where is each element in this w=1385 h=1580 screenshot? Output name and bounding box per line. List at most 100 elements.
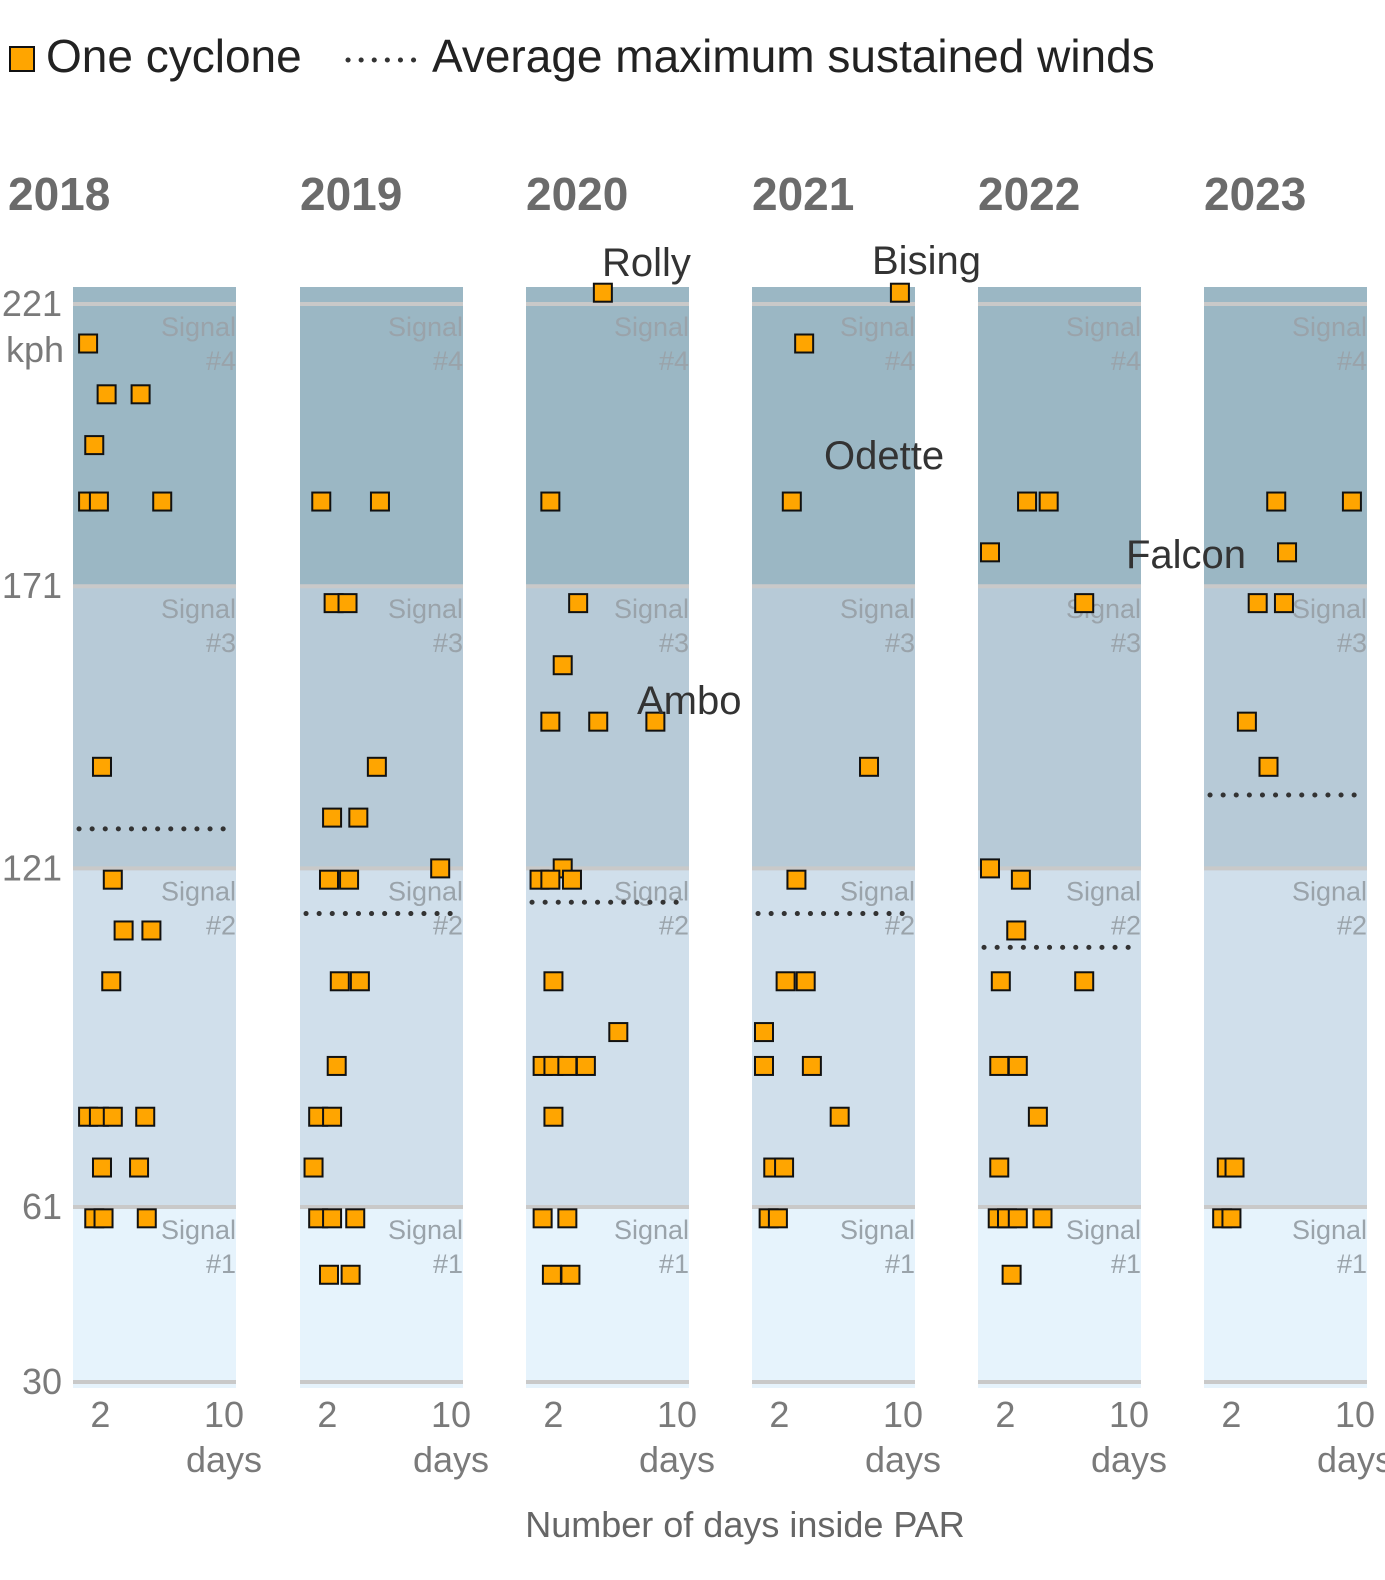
cyclone-marker [592, 282, 613, 303]
cyclone-marker [1017, 491, 1038, 512]
signal-number: #1 [206, 1249, 236, 1279]
signal-label: Signal [1292, 1215, 1367, 1245]
cyclone-marker [1032, 1208, 1053, 1229]
signal-label: Signal [1292, 312, 1367, 342]
cyclone-marker [774, 1157, 795, 1178]
cyclone-marker [366, 756, 387, 777]
band-signal-1 [73, 1207, 236, 1388]
signal-number: #4 [1337, 346, 1367, 376]
signal-label: Signal [161, 312, 236, 342]
annotation-ambo: Ambo [637, 679, 742, 723]
x-unit-label: days [1091, 1439, 1167, 1480]
cyclone-marker [1224, 1157, 1245, 1178]
band-signal-4 [752, 287, 915, 587]
year-label-2021: 2021 [752, 168, 854, 220]
cyclone-marker [337, 593, 358, 614]
cyclone-marker [560, 1264, 581, 1285]
year-label-2023: 2023 [1204, 168, 1306, 220]
y-tick-label: 30 [22, 1361, 62, 1402]
band-signal-1 [526, 1207, 689, 1388]
signal-label: Signal [840, 1215, 915, 1245]
x-unit-label: days [1317, 1439, 1385, 1480]
signal-number: #4 [659, 346, 689, 376]
cyclone-marker [1074, 593, 1095, 614]
y-tick-label: 171 [2, 565, 62, 606]
band-signal-1 [978, 1207, 1141, 1388]
signal-number: #3 [1337, 628, 1367, 658]
signal-label: Signal [161, 1215, 236, 1245]
band-signal-3 [978, 586, 1141, 869]
cyclone-marker [102, 1106, 123, 1127]
cyclone-marker [136, 1208, 157, 1229]
x-tick-label: 2 [995, 1394, 1015, 1435]
signal-label: Signal [1292, 876, 1367, 906]
signal-number: #3 [885, 628, 915, 658]
cyclone-marker [130, 384, 151, 405]
cyclone-marker [102, 869, 123, 890]
signal-label: Signal [388, 876, 463, 906]
cyclone-marker [1027, 1106, 1048, 1127]
cyclone-marker [1074, 971, 1095, 992]
cyclone-marker [322, 1106, 343, 1127]
x-tick-label: 10 [1335, 1394, 1375, 1435]
cyclone-marker [91, 756, 112, 777]
x-tick-label: 2 [90, 1394, 110, 1435]
y-tick-label: 221 [2, 283, 62, 324]
year-label-2019: 2019 [300, 168, 402, 220]
band-signal-4 [1204, 287, 1367, 587]
annotations: Rolly Bising Odette Ambo Falcon [602, 239, 1246, 723]
cyclone-marker [1001, 1264, 1022, 1285]
cyclone-marker [96, 384, 117, 405]
cyclone-marker [141, 920, 162, 941]
cyclone-marker [889, 282, 910, 303]
signal-number: #1 [659, 1249, 689, 1279]
cyclone-marker [329, 971, 350, 992]
cyclone-marker [575, 1055, 596, 1076]
band-signal-4 [978, 287, 1141, 587]
y-axis: 30 61 121 171 221 kph [2, 283, 64, 1402]
cyclone-marker [980, 858, 1000, 879]
cyclone-marker [767, 1208, 788, 1229]
cyclone-marker [369, 491, 390, 512]
cyclone-marker [1277, 542, 1298, 563]
signal-number: #2 [1111, 910, 1141, 940]
signal-number: #4 [885, 346, 915, 376]
cyclone-marker [322, 807, 343, 828]
cyclone-marker [1247, 593, 1268, 614]
cyclone-marker [552, 655, 573, 676]
signal-number: #4 [1111, 346, 1141, 376]
x-axis-title: Number of days inside PAR [525, 1504, 965, 1545]
cyclone-marker [775, 971, 796, 992]
cyclone-marker [1266, 491, 1287, 512]
signal-number: #3 [206, 628, 236, 658]
signal-number: #1 [1111, 1249, 1141, 1279]
signal-label: Signal [840, 312, 915, 342]
panel-2023: Signal #1 Signal #2 Signal #3 Signal #4 2023 2 10d… [1204, 168, 1385, 1480]
band-signal-2 [752, 868, 915, 1208]
cyclone-marker [795, 971, 816, 992]
cyclone-marker [540, 869, 561, 890]
annotation-odette: Odette [824, 434, 944, 478]
signal-number: #1 [433, 1249, 463, 1279]
cyclone-marker [543, 1106, 564, 1127]
cyclone-marker [91, 1157, 112, 1178]
cyclone-marker [1006, 920, 1027, 941]
cyclone-marker [326, 1055, 347, 1076]
cyclone-marker [88, 491, 109, 512]
cyclone-marker [980, 542, 1000, 563]
cyclone-marker [989, 1055, 1010, 1076]
cyclone-marker [340, 1264, 361, 1285]
band-signal-2 [300, 868, 463, 1208]
cyclone-marker [540, 711, 561, 732]
signal-number: #1 [1337, 1249, 1367, 1279]
cyclone-marker [608, 1022, 629, 1043]
cyclone-marker [794, 333, 815, 354]
x-unit-label: days [413, 1439, 489, 1480]
x-tick-label: 10 [431, 1394, 471, 1435]
signal-number: #2 [1337, 910, 1367, 940]
cyclone-marker [348, 807, 369, 828]
cyclone-marker [303, 1157, 324, 1178]
